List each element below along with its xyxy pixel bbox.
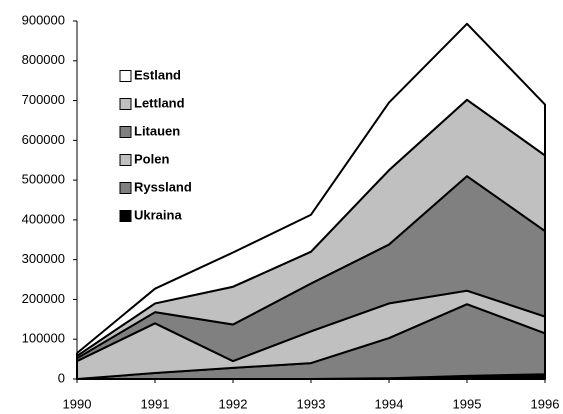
y-tick-label: 900000 <box>22 12 65 27</box>
legend-label: Estland <box>134 67 181 82</box>
y-tick-label: 300000 <box>22 251 65 266</box>
legend-label: Polen <box>134 151 169 166</box>
legend-swatch <box>119 210 132 222</box>
y-tick-label: 400000 <box>22 211 65 226</box>
x-tick-label: 1990 <box>63 396 92 411</box>
legend-swatch <box>119 182 132 194</box>
legend-swatch <box>119 98 132 110</box>
x-tick-label: 1996 <box>531 396 560 411</box>
x-tick-label: 1991 <box>141 396 170 411</box>
area <box>76 22 546 357</box>
legend-swatch <box>119 126 132 138</box>
y-tick-label: 800000 <box>22 52 65 67</box>
x-tick-label: 1992 <box>219 396 248 411</box>
x-tick-label: 1995 <box>453 396 482 411</box>
legend-swatch <box>119 70 132 82</box>
y-tick-label: 0 <box>58 370 65 385</box>
y-tick-label: 600000 <box>22 132 65 147</box>
legend-label: Lettland <box>134 95 185 110</box>
y-tick-label: 200000 <box>22 291 65 306</box>
y-tick-label: 100000 <box>22 331 65 346</box>
x-tick-label: 1993 <box>297 396 326 411</box>
legend-label: Ryssland <box>134 179 192 194</box>
legend-swatch <box>119 154 132 166</box>
legend-label: Litauen <box>134 123 180 138</box>
y-tick-label: 700000 <box>22 92 65 107</box>
y-tick-label: 500000 <box>22 172 65 187</box>
x-tick-label: 1994 <box>375 396 404 411</box>
legend-label: Ukraina <box>134 207 182 222</box>
